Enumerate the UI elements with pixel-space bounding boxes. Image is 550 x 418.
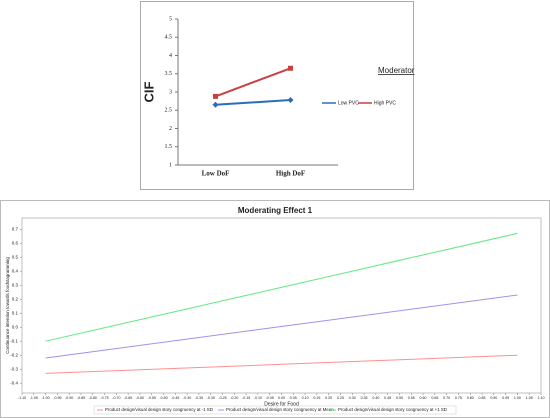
x-tick-label: -0.40 — [183, 396, 191, 400]
y-axis-label: CIF — [141, 81, 156, 102]
x-tick-label: -0.90 — [65, 396, 73, 400]
x-tick-label: 0.10 — [302, 396, 309, 400]
x-tick-label: 0.50 — [396, 396, 403, 400]
marker — [287, 97, 294, 104]
y-tick-label: 0.2 — [12, 296, 19, 301]
marker — [213, 93, 218, 99]
legend-label: Product design/visual design story congr… — [105, 407, 213, 412]
y-tick-label: 4.5 — [165, 35, 173, 41]
x-tick-label: 0.85 — [479, 396, 486, 400]
x-tick-label: 0.90 — [490, 396, 497, 400]
x-tick-label: -0.75 — [100, 396, 108, 400]
y-tick-label: 0.5 — [12, 254, 19, 259]
x-tick-label: 0.95 — [502, 396, 509, 400]
x-tick-label: 0.60 — [420, 396, 427, 400]
y-tick-label: -0.3 — [10, 366, 18, 371]
x-tick-label: -0.35 — [195, 396, 203, 400]
x-tick-label: -0.60 — [136, 396, 144, 400]
x-tick-label: Low DoF — [202, 170, 230, 178]
y-tick-label: 2.5 — [165, 108, 173, 114]
series-line — [215, 99, 291, 106]
x-tick-label: -0.15 — [242, 396, 250, 400]
plot-area — [21, 217, 542, 394]
x-tick-label: -0.20 — [230, 396, 238, 400]
series-line — [45, 294, 518, 359]
x-tick-label: 1.10 — [538, 396, 545, 400]
x-axis-label: Desire for Food — [264, 401, 299, 407]
y-tick-label: 0.1 — [12, 310, 19, 315]
y-tick-label: 1.5 — [165, 144, 173, 150]
x-tick-label: -0.10 — [254, 396, 262, 400]
legend-box — [93, 405, 457, 415]
y-tick-label: 0.3 — [12, 282, 19, 287]
chart-frame — [140, 1, 414, 190]
legend-label: Product design/visual design story congr… — [338, 407, 447, 412]
x-tick-label: 0.05 — [290, 396, 297, 400]
x-tick-label: -0.25 — [218, 396, 226, 400]
y-tick-label: 0.0 — [12, 324, 19, 329]
series-line — [215, 67, 291, 98]
x-tick-label: -0.30 — [207, 396, 215, 400]
x-tick-label: 0.70 — [443, 396, 450, 400]
y-tick-label: 0.4 — [12, 268, 19, 273]
x-tick-label: -1.10 — [18, 396, 26, 400]
legend-title: Moderator — [378, 66, 415, 75]
y-tick-label: -0.1 — [10, 338, 18, 343]
y-tick-label: 0.7 — [12, 226, 19, 231]
x-tick-label: -0.95 — [53, 396, 61, 400]
x-tick-label: 0.25 — [337, 396, 344, 400]
legend-label: High PVC — [374, 100, 396, 106]
x-tick-label: -0.85 — [77, 396, 85, 400]
x-tick-label: 1.00 — [514, 396, 521, 400]
y-tick-label: 4 — [169, 53, 172, 59]
x-tick-label: -0.80 — [89, 396, 97, 400]
x-tick-label: -0.70 — [112, 396, 120, 400]
x-tick-label: -1.00 — [41, 396, 49, 400]
x-tick-label: 1.05 — [526, 396, 533, 400]
y-tick-label: 1 — [169, 162, 172, 168]
x-tick-label: 0.15 — [313, 396, 320, 400]
x-tick-label: 0.35 — [361, 396, 368, 400]
series-line — [45, 232, 518, 342]
x-tick-label: 0.75 — [455, 396, 462, 400]
y-tick-label: 0.6 — [12, 240, 19, 245]
y-tick-label: -0.4 — [10, 380, 18, 385]
series-line — [45, 354, 518, 374]
x-tick-label: -0.05 — [266, 396, 274, 400]
x-tick-label: -0.55 — [148, 396, 156, 400]
x-tick-label: High DoF — [276, 170, 305, 178]
x-tick-label: 0.80 — [467, 396, 474, 400]
x-tick-label: -0.45 — [171, 396, 179, 400]
x-tick-label: 0.55 — [408, 396, 415, 400]
x-tick-label: 0.45 — [384, 396, 391, 400]
legend-label: Low PVC — [338, 100, 359, 106]
marker — [288, 65, 293, 71]
x-tick-label: 0.40 — [372, 396, 379, 400]
y-tick-label: 3 — [169, 89, 172, 95]
x-tick-label: 0.30 — [349, 396, 356, 400]
legend-label: Product design/visual design story congr… — [226, 407, 334, 412]
y-tick-label: 5 — [169, 16, 172, 22]
x-tick-label: 0.65 — [431, 396, 438, 400]
y-tick-label: 3.5 — [165, 71, 173, 77]
marker — [212, 101, 219, 108]
x-tick-label: 0.20 — [325, 396, 332, 400]
x-tick-label: -0.65 — [124, 396, 132, 400]
y-axis-label: Continuance intention towards foodstagra… — [5, 257, 10, 354]
x-tick-label: -0.50 — [159, 396, 167, 400]
chart-title: Moderating Effect 1 — [238, 206, 313, 215]
y-tick-label: -0.2 — [10, 352, 18, 357]
x-tick-label: -1.05 — [30, 396, 38, 400]
x-tick-label: 0.00 — [278, 396, 285, 400]
y-tick-label: 2 — [169, 126, 172, 132]
